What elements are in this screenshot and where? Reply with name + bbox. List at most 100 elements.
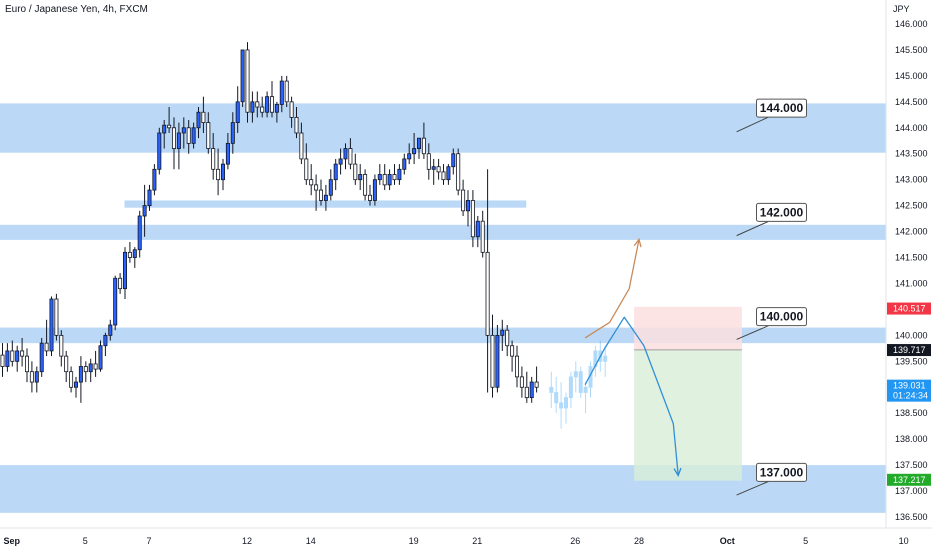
projected-candle [549, 371, 554, 409]
y-tick-label: 138.500 [895, 408, 928, 418]
candle [186, 120, 191, 154]
candle-body [240, 49, 245, 103]
candle [358, 164, 363, 191]
candle-body [470, 200, 475, 238]
candle [363, 169, 368, 201]
candle [431, 158, 436, 185]
candle [230, 112, 235, 154]
level-callout: 144.000 [736, 98, 807, 133]
candle-body [93, 363, 98, 370]
candle [505, 324, 510, 357]
price-label-value: 137.217 [893, 475, 926, 485]
y-tick-label: 144.500 [895, 97, 928, 107]
candle [451, 148, 456, 175]
candle-body [456, 153, 461, 191]
x-tick-label: 28 [634, 536, 644, 546]
candle-body [382, 174, 387, 186]
candle-body [211, 148, 216, 170]
candle [167, 107, 172, 133]
candle-body [88, 363, 93, 373]
bullish-arrow-head [633, 237, 642, 248]
bullish-arrow [584, 239, 640, 339]
projected-candle [564, 392, 569, 424]
candle [132, 247, 137, 268]
callout-pointer [736, 480, 769, 496]
candle [323, 184, 328, 211]
candle [211, 132, 216, 180]
candle [191, 122, 196, 149]
candle-body [108, 324, 113, 336]
candle [314, 174, 319, 211]
candle [284, 75, 289, 108]
candle-body [171, 127, 176, 149]
price-label-value: 139.717 [893, 345, 926, 355]
candle [98, 340, 103, 372]
candle-body [475, 220, 480, 238]
candle [328, 169, 333, 201]
projected-candle [583, 382, 588, 414]
candle-body [191, 127, 196, 144]
candle [20, 337, 25, 367]
candle-body [505, 329, 510, 347]
level-callout: 142.000 [736, 202, 807, 237]
candle-body [495, 334, 500, 388]
candle [93, 350, 98, 377]
callout-box [756, 98, 807, 118]
candle-body [534, 381, 539, 388]
candle-body [289, 101, 294, 118]
candle-body [98, 345, 103, 370]
candle-body [123, 251, 128, 290]
candle [152, 164, 157, 196]
candle-body [260, 106, 265, 113]
candle [69, 366, 74, 393]
candle [402, 153, 407, 175]
candle-body [255, 101, 260, 108]
candle [88, 358, 93, 383]
candle-body [196, 111, 201, 129]
y-tick-label: 138.000 [895, 434, 928, 444]
candle [225, 132, 230, 170]
candle [500, 319, 505, 351]
candle-body [265, 96, 270, 113]
candle-body [309, 179, 314, 186]
candle-body [269, 96, 274, 113]
candle [15, 345, 20, 372]
candle [5, 343, 10, 372]
candle [113, 275, 118, 331]
candle-body [441, 171, 446, 181]
candle [510, 340, 515, 372]
candle [240, 49, 245, 108]
candle-body [176, 132, 181, 149]
candle-body [318, 189, 323, 201]
candle-body [78, 366, 83, 383]
candle [147, 184, 152, 211]
candle-body [220, 163, 225, 181]
candle-body [113, 277, 118, 326]
candle [216, 148, 221, 196]
candle-body [24, 355, 29, 373]
candle [206, 112, 211, 154]
candle [387, 169, 392, 191]
candle-body [284, 80, 289, 103]
candle-body [157, 132, 162, 170]
candle-body [485, 251, 490, 336]
candle [59, 330, 64, 367]
x-tick-label: 12 [242, 536, 252, 546]
candle-body [446, 166, 451, 181]
candle-body [554, 392, 559, 404]
projected-candle [559, 382, 564, 429]
candle-body [181, 127, 186, 134]
candle [171, 117, 176, 170]
price-label: 140.517 [887, 302, 931, 315]
candle [34, 366, 39, 393]
candle [299, 122, 304, 165]
support-resistance-zone [0, 327, 886, 344]
candle [382, 164, 387, 191]
price-label: 139.717 [887, 344, 931, 357]
candle [304, 143, 309, 185]
candle-body [510, 345, 515, 357]
candle-body [59, 334, 64, 357]
candle-body [201, 111, 206, 124]
